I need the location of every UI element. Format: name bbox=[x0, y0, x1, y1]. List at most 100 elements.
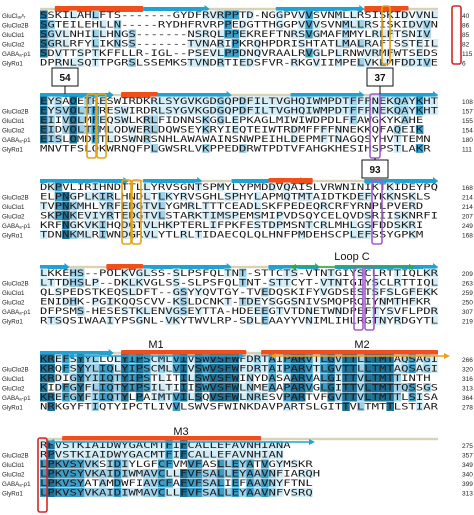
residue-shade bbox=[364, 211, 372, 220]
helix-mark bbox=[364, 6, 409, 12]
residue-shade bbox=[98, 392, 107, 402]
residue-shade bbox=[320, 201, 328, 211]
residue-shade bbox=[401, 39, 409, 48]
residue-shade bbox=[91, 297, 100, 306]
loop-c-label: Loop C bbox=[334, 251, 370, 263]
residue-shade bbox=[371, 287, 380, 297]
helix-mark bbox=[106, 264, 144, 270]
residue-shade bbox=[209, 450, 218, 459]
sequence-residues: KRDIGYYIIQTYIPSTLITILSWVSFWINYDASAARVALG… bbox=[40, 373, 431, 384]
loop-c-range-head bbox=[409, 264, 415, 270]
sequence-residues: KRFNGKVKIHQDGTVLHKPTERLIFPKFESTDPMSNTCRL… bbox=[40, 220, 423, 231]
residue-shade bbox=[76, 469, 85, 478]
residue-shade bbox=[275, 306, 284, 316]
residue-shade bbox=[216, 488, 225, 497]
residue-shade bbox=[172, 316, 181, 325]
residue-shade bbox=[62, 106, 70, 115]
residue-shade bbox=[283, 192, 291, 201]
sequence-residues: EISLOMDFTLDSWNRSNHLAWAWAINSNWPEIHLDEPMFT… bbox=[40, 134, 431, 145]
residue-shade bbox=[62, 115, 70, 125]
residue-shade bbox=[209, 373, 218, 383]
residue-shade bbox=[430, 39, 439, 48]
residue-shade bbox=[91, 373, 100, 383]
residue-shade bbox=[150, 450, 159, 459]
residue-shade bbox=[150, 106, 159, 115]
residue-shade bbox=[231, 192, 240, 201]
residue-shade bbox=[349, 230, 358, 239]
residue-shade bbox=[106, 373, 114, 383]
residue-shade bbox=[40, 134, 48, 144]
residue-shade bbox=[106, 450, 114, 459]
sequence-name: GluClₐᵥᵉᵣ bbox=[2, 13, 26, 20]
residue-shade bbox=[165, 192, 173, 201]
loop-c-range-head bbox=[290, 264, 296, 270]
residue-shade bbox=[84, 211, 92, 220]
residue-shade bbox=[54, 192, 63, 201]
residue-shade bbox=[76, 278, 85, 287]
residue-shade bbox=[40, 278, 48, 287]
residue-shade bbox=[98, 364, 107, 373]
residue-shade bbox=[194, 39, 203, 48]
residue-shade bbox=[150, 201, 159, 211]
residue-shade bbox=[246, 459, 254, 469]
residue-shade bbox=[143, 364, 151, 373]
sequence-residues: KIDFGYFLIQTYIPSILTIIISWVSFWLNMEAAPARVGLG… bbox=[40, 383, 438, 394]
structure-band bbox=[40, 265, 438, 269]
residue-shade bbox=[128, 134, 137, 144]
residue-shade bbox=[261, 364, 269, 373]
sequence-residues: QLSPEDSTKEQSLDFT--GSYYQVTGY-TVEDQSKIFYVG… bbox=[40, 287, 439, 298]
residue-shade bbox=[239, 20, 247, 29]
highlight-box bbox=[131, 179, 142, 245]
residue-shade bbox=[246, 316, 254, 325]
residue-shade bbox=[423, 58, 431, 67]
residue-shade bbox=[224, 96, 232, 106]
residue-shade bbox=[268, 182, 277, 192]
residue-shade bbox=[356, 383, 365, 392]
sequence-residues: MNVTFSLQKWRNQFPLGWSRLVKPPEDDRWTPDTVFAHGK… bbox=[40, 144, 431, 155]
residue-shade bbox=[47, 211, 55, 220]
highlight-box bbox=[371, 179, 383, 245]
residue-shade bbox=[62, 392, 70, 402]
residue-shade bbox=[253, 392, 262, 402]
residue-shade bbox=[342, 39, 350, 48]
residue-shade bbox=[202, 211, 210, 220]
residue-shade bbox=[165, 364, 173, 373]
residue-shade bbox=[275, 478, 284, 488]
residue-shade bbox=[76, 373, 85, 383]
residue-shade bbox=[246, 10, 254, 20]
residue-shade bbox=[121, 211, 129, 220]
residue-shade bbox=[128, 450, 137, 459]
residue-shade bbox=[312, 20, 321, 29]
residue-shade bbox=[334, 278, 343, 287]
residue-shade bbox=[194, 450, 203, 459]
residue-shade bbox=[135, 469, 144, 478]
sequence-name: GluClα2 bbox=[2, 300, 25, 307]
residue-shade bbox=[408, 220, 417, 230]
helix-mark bbox=[268, 178, 313, 184]
residue-shade bbox=[113, 39, 122, 48]
residue-shade bbox=[283, 383, 291, 392]
residue-shade bbox=[349, 220, 358, 230]
residue-shade bbox=[47, 39, 55, 48]
residue-shade bbox=[91, 459, 100, 469]
residue-shade bbox=[393, 220, 402, 230]
residue-shade bbox=[305, 488, 313, 497]
residue-shade bbox=[334, 134, 343, 144]
residue-shade bbox=[275, 354, 284, 364]
residue-shade bbox=[415, 106, 424, 115]
residue-shade bbox=[143, 306, 151, 316]
residue-shade bbox=[54, 488, 63, 497]
residue-shade bbox=[216, 29, 225, 39]
sequence-residues: SGVLNHILLHNGS-------NSRQLPPEKREFTNRSVGMA… bbox=[40, 29, 431, 40]
residue-shade bbox=[157, 478, 166, 488]
residue-shade bbox=[91, 29, 100, 39]
residue-number: 154 bbox=[462, 128, 473, 135]
residue-shade bbox=[239, 459, 247, 469]
residue-shade bbox=[305, 220, 313, 230]
residue-shade bbox=[40, 106, 48, 115]
residue-shade bbox=[165, 459, 173, 469]
residue-shade bbox=[216, 58, 225, 67]
residue-shade bbox=[231, 488, 240, 497]
residue-shade bbox=[261, 488, 269, 497]
residue-shade bbox=[334, 96, 343, 106]
